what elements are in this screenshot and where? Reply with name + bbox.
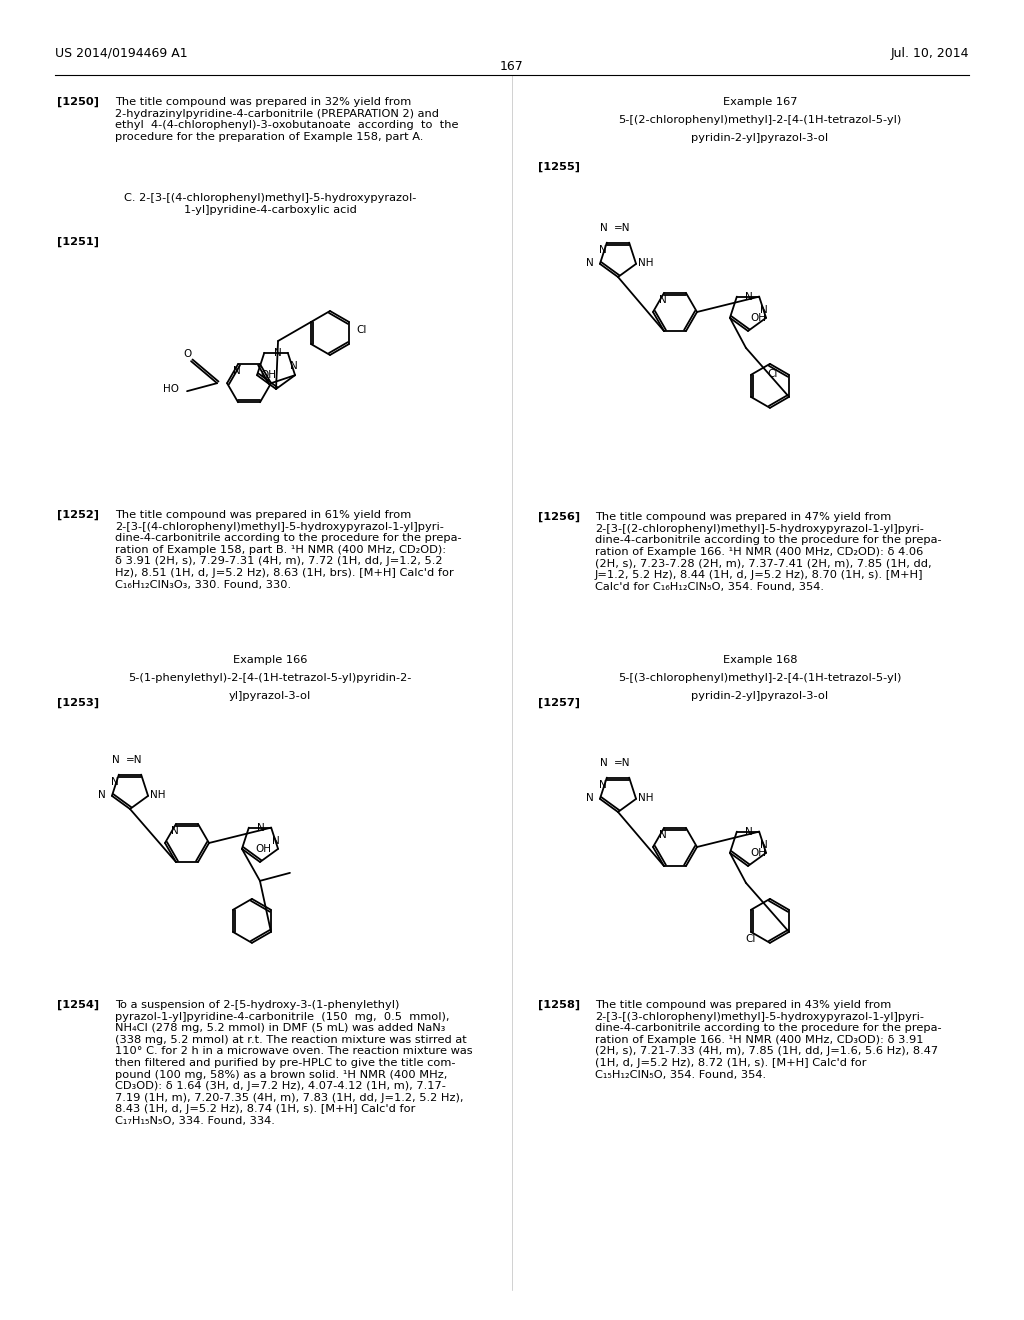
- Text: =N: =N: [614, 758, 631, 768]
- Text: N: N: [599, 244, 606, 255]
- Text: 5-(1-phenylethyl)-2-[4-(1H-tetrazol-5-yl)pyridin-2-: 5-(1-phenylethyl)-2-[4-(1H-tetrazol-5-yl…: [128, 673, 412, 682]
- Text: OH: OH: [255, 843, 271, 854]
- Text: Cl: Cl: [744, 933, 756, 944]
- Text: N: N: [98, 789, 105, 800]
- Text: N: N: [112, 755, 120, 766]
- Text: [1254]: [1254]: [57, 1001, 99, 1010]
- Text: pyridin-2-yl]pyrazol-3-ol: pyridin-2-yl]pyrazol-3-ol: [691, 133, 828, 143]
- Text: OH: OH: [750, 313, 766, 323]
- Text: N: N: [273, 347, 282, 358]
- Text: N: N: [586, 257, 594, 268]
- Text: C. 2-[3-[(4-chlorophenyl)methyl]-5-hydroxypyrazol-
1-yl]pyridine-4-carboxylic ac: C. 2-[3-[(4-chlorophenyl)methyl]-5-hydro…: [124, 193, 416, 215]
- Text: N: N: [272, 836, 280, 846]
- Text: The title compound was prepared in 61% yield from
2-[3-[(4-chlorophenyl)methyl]-: The title compound was prepared in 61% y…: [115, 510, 462, 590]
- Text: [1251]: [1251]: [57, 238, 99, 247]
- Text: NH: NH: [638, 257, 653, 268]
- Text: 167: 167: [500, 59, 524, 73]
- Text: N: N: [233, 366, 241, 376]
- Text: O: O: [183, 350, 191, 359]
- Text: N: N: [745, 826, 753, 837]
- Text: [1252]: [1252]: [57, 510, 99, 520]
- Text: N: N: [600, 758, 608, 768]
- Text: [1257]: [1257]: [538, 698, 580, 709]
- Text: The title compound was prepared in 43% yield from
2-[3-[(3-chlorophenyl)methyl]-: The title compound was prepared in 43% y…: [595, 1001, 942, 1080]
- Text: The title compound was prepared in 47% yield from
2-[3-[(2-chlorophenyl)methyl]-: The title compound was prepared in 47% y…: [595, 512, 942, 591]
- Text: N: N: [659, 830, 667, 840]
- Text: OH: OH: [260, 370, 276, 380]
- Text: 5-[(2-chlorophenyl)methyl]-2-[4-(1H-tetrazol-5-yl): 5-[(2-chlorophenyl)methyl]-2-[4-(1H-tetr…: [618, 115, 901, 125]
- Text: [1253]: [1253]: [57, 698, 99, 709]
- Text: To a suspension of 2-[5-hydroxy-3-(1-phenylethyl)
pyrazol-1-yl]pyridine-4-carbon: To a suspension of 2-[5-hydroxy-3-(1-phe…: [115, 1001, 473, 1126]
- Text: Cl: Cl: [356, 325, 367, 335]
- Text: N: N: [290, 362, 298, 371]
- Text: yl]pyrazol-3-ol: yl]pyrazol-3-ol: [229, 690, 311, 701]
- Text: NH: NH: [151, 789, 166, 800]
- Text: Cl: Cl: [767, 368, 777, 379]
- Text: Example 168: Example 168: [723, 655, 798, 665]
- Text: [1255]: [1255]: [538, 162, 580, 173]
- Text: =N: =N: [126, 755, 142, 766]
- Text: [1258]: [1258]: [538, 1001, 581, 1010]
- Text: NH: NH: [638, 793, 653, 803]
- Text: The title compound was prepared in 32% yield from
2-hydrazinylpyridine-4-carboni: The title compound was prepared in 32% y…: [115, 96, 459, 141]
- Text: N: N: [745, 292, 753, 302]
- Text: N: N: [659, 294, 667, 305]
- Text: [1250]: [1250]: [57, 96, 99, 107]
- Text: pyridin-2-yl]pyrazol-3-ol: pyridin-2-yl]pyrazol-3-ol: [691, 690, 828, 701]
- Text: N: N: [111, 776, 119, 787]
- Text: Example 167: Example 167: [723, 96, 798, 107]
- Text: N: N: [171, 826, 179, 836]
- Text: N: N: [760, 840, 768, 850]
- Text: N: N: [760, 305, 768, 315]
- Text: US 2014/0194469 A1: US 2014/0194469 A1: [55, 48, 187, 59]
- Text: 5-[(3-chlorophenyl)methyl]-2-[4-(1H-tetrazol-5-yl): 5-[(3-chlorophenyl)methyl]-2-[4-(1H-tetr…: [618, 673, 902, 682]
- Text: [1256]: [1256]: [538, 512, 581, 523]
- Text: Example 166: Example 166: [232, 655, 307, 665]
- Text: N: N: [600, 223, 608, 234]
- Text: HO: HO: [163, 384, 179, 395]
- Text: Jul. 10, 2014: Jul. 10, 2014: [891, 48, 969, 59]
- Text: =N: =N: [614, 223, 631, 234]
- Text: N: N: [257, 822, 265, 833]
- Text: OH: OH: [750, 847, 766, 858]
- Text: N: N: [586, 793, 594, 803]
- Text: N: N: [599, 780, 606, 789]
